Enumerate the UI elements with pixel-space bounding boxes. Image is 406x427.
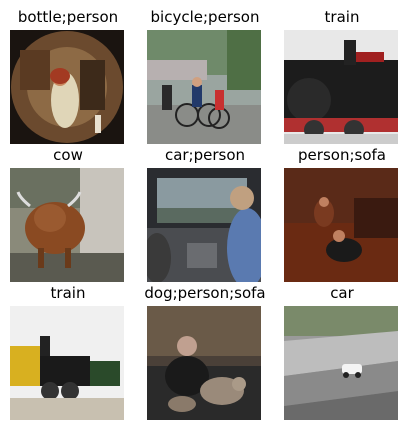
cell-image <box>10 306 124 420</box>
cell-label: car <box>330 284 354 302</box>
cell-label: train <box>50 284 86 302</box>
cell-image <box>147 306 261 420</box>
cell-label: bicycle;person <box>150 8 260 26</box>
cell-image <box>10 30 124 144</box>
cell-image <box>284 168 398 282</box>
cell-label: dog;person;sofa <box>144 284 266 302</box>
cell-image <box>147 168 261 282</box>
cell-label: car;person <box>164 146 246 164</box>
cell-image <box>284 30 398 144</box>
cell-label: cow <box>53 146 83 164</box>
cell-label: person;sofa <box>298 146 386 164</box>
cell-image <box>284 306 398 420</box>
cell-image <box>10 168 124 282</box>
cell-label: train <box>324 8 360 26</box>
cell-image <box>147 30 261 144</box>
cell-label: bottle;person <box>17 8 119 26</box>
